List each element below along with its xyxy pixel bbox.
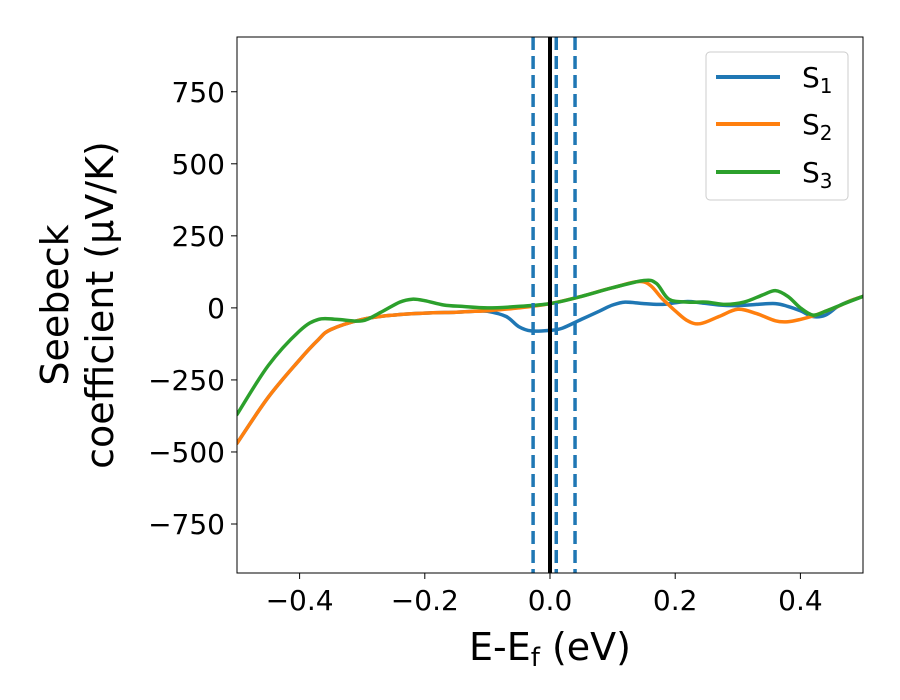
legend-label-s3: S3 [802, 156, 833, 193]
x-axis-title-subscript: f [531, 643, 541, 673]
x-tick-label: 0.0 [528, 584, 573, 617]
y-tick-label: 500 [172, 148, 225, 181]
x-axis-title: E-Ef (eV) [469, 625, 631, 673]
x-axis: −0.4 −0.2 0.0 0.2 0.4 [266, 573, 823, 617]
plot-area [237, 37, 863, 573]
y-tick-label: −500 [148, 436, 225, 469]
y-tick-label: −750 [148, 508, 225, 541]
y-axis-title-line1: Seebeck [33, 224, 77, 385]
x-axis-title-unit: (eV) [540, 625, 631, 669]
legend-subscript-s1: 1 [820, 74, 833, 98]
y-tick-label: 0 [207, 292, 225, 325]
y-axis: 750 500 250 0 −250 −500 −750 [148, 76, 237, 541]
y-tick-label: −250 [148, 364, 225, 397]
y-tick-label: 250 [172, 220, 225, 253]
x-tick-label: −0.2 [391, 584, 459, 617]
y-axis-title-line2: coefficient (μV/K) [78, 141, 122, 469]
y-tick-label: 750 [172, 76, 225, 109]
legend-subscript-s3: 3 [820, 169, 833, 193]
x-tick-label: 0.4 [778, 584, 823, 617]
x-tick-label: −0.4 [266, 584, 334, 617]
x-tick-label: 0.2 [653, 584, 698, 617]
legend: S1 S2 S3 [705, 51, 849, 201]
legend-label-s2: S2 [802, 108, 833, 145]
series-line-s3 [237, 278, 863, 417]
legend-subscript-s2: 2 [820, 121, 833, 145]
legend-label-s1: S1 [802, 61, 833, 98]
